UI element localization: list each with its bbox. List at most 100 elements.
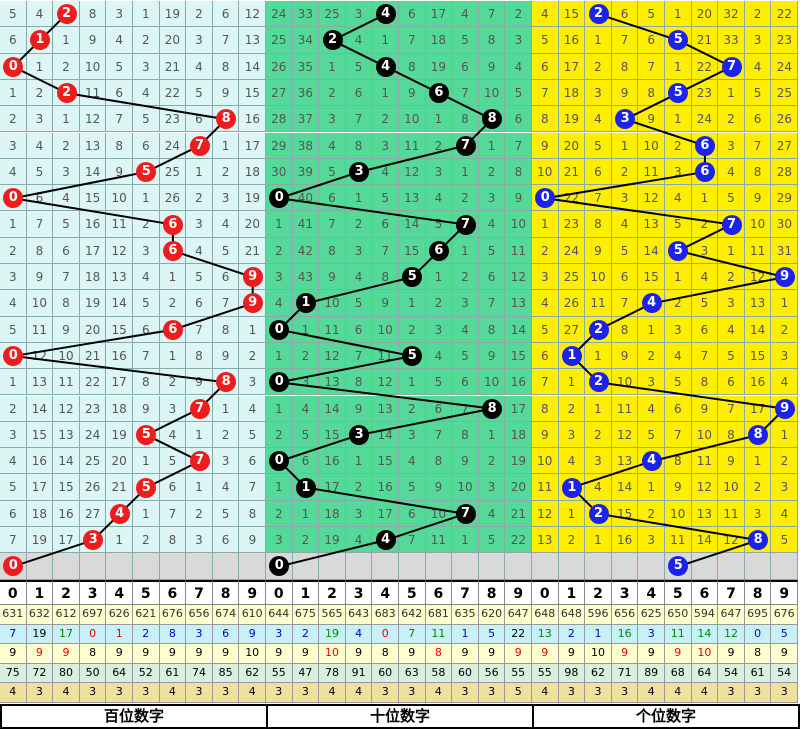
stat-cell: 3 [478, 683, 506, 703]
digit-header: 3 [345, 580, 373, 605]
digit-header: 0 [532, 580, 559, 605]
stat-cell: 60 [452, 663, 479, 684]
miss-cell: 5 [638, 421, 665, 449]
stat-cell: 2 [133, 624, 160, 645]
stat-cell: 9 [452, 644, 479, 664]
miss-cell: 15 [372, 448, 399, 475]
miss-cell: 3 [718, 132, 745, 159]
stat-cell: 9 [186, 644, 213, 664]
miss-cell: 13 [744, 290, 772, 317]
miss-cell: 5 [425, 211, 453, 238]
stat-cell: 10 [691, 644, 719, 664]
miss-cell: 3 [771, 342, 799, 370]
miss-cell: 6 [319, 185, 346, 212]
draw-ball: 5 [668, 30, 689, 51]
miss-cell: 23 [79, 395, 107, 422]
stat-cell: 3 [399, 683, 426, 703]
miss-cell: 3 [212, 448, 240, 475]
miss-cell: 8 [79, 1, 107, 28]
miss-cell: 8 [691, 369, 719, 396]
miss-cell: 7 [212, 290, 240, 317]
stat-cell: 642 [399, 605, 426, 625]
miss-cell: 1 [266, 211, 293, 238]
miss-cell: 2 [638, 342, 665, 370]
miss-cell: 7 [478, 1, 506, 28]
stat-cell: 1 [585, 624, 612, 645]
miss-cell: 4 [292, 395, 320, 422]
miss-cell: 8 [26, 237, 54, 264]
miss-cell: 10 [585, 264, 612, 291]
miss-cell: 4 [505, 53, 533, 80]
stat-cell: 3 [186, 624, 213, 645]
miss-cell: 3 [744, 500, 772, 527]
miss-cell: 5 [319, 158, 346, 186]
miss-cell: 16 [611, 527, 639, 554]
miss-cell: 7 [691, 342, 719, 370]
miss-cell [744, 553, 772, 580]
miss-cell: 5 [399, 474, 426, 501]
stat-cell: 89 [638, 663, 665, 684]
miss-cell: 3 [212, 185, 240, 212]
miss-cell: 11 [691, 448, 719, 475]
miss-cell: 13 [532, 527, 559, 554]
miss-cell: 8 [611, 316, 639, 343]
miss-cell: 1 [133, 500, 160, 527]
footer-label-tens: 十位数字 [266, 704, 534, 729]
miss-cell: 5 [106, 53, 133, 80]
miss-cell: 7 [611, 290, 639, 317]
miss-cell: 4 [718, 316, 745, 343]
digit-header: 0 [266, 580, 293, 605]
stat-cell: 4 [319, 683, 346, 703]
miss-cell: 3 [372, 132, 399, 159]
miss-cell: 5 [771, 527, 799, 554]
miss-cell: 5 [239, 421, 267, 449]
stat-cell: 3 [292, 683, 320, 703]
miss-cell: 6 [186, 290, 213, 317]
miss-cell: 40 [292, 185, 320, 212]
miss-cell: 3 [186, 211, 213, 238]
miss-cell: 2 [452, 264, 479, 291]
miss-cell: 7 [638, 53, 665, 80]
miss-cell: 11 [744, 237, 772, 264]
miss-cell: 22 [691, 53, 719, 80]
miss-cell: 22 [79, 369, 107, 396]
miss-cell: 1 [585, 27, 612, 54]
draw-ball: 4 [641, 293, 662, 314]
miss-cell: 12 [239, 1, 267, 28]
miss-cell: 3 [266, 527, 293, 554]
miss-cell: 7 [505, 132, 533, 159]
miss-cell: 11 [372, 342, 399, 370]
stat-cell: 8 [744, 644, 772, 664]
miss-cell: 8 [345, 132, 373, 159]
miss-cell: 4 [186, 53, 213, 80]
stat-cell: 74 [186, 663, 213, 684]
miss-cell: 13 [372, 395, 399, 422]
stat-cell: 3 [611, 683, 639, 703]
miss-cell: 3 [399, 421, 426, 449]
miss-cell: 9 [638, 106, 665, 133]
miss-cell: 5 [505, 79, 533, 107]
stat-cell: 4 [425, 683, 453, 703]
miss-cell: 4 [266, 290, 293, 317]
miss-cell: 20 [558, 132, 586, 159]
miss-cell: 3 [0, 421, 27, 449]
stat-cell: 9 [505, 644, 532, 664]
miss-cell: 4 [771, 369, 799, 396]
miss-cell: 3 [532, 264, 559, 291]
miss-cell: 1 [718, 237, 745, 264]
miss-cell: 4 [345, 264, 373, 291]
stat-cell: 14 [691, 624, 719, 645]
miss-cell: 15 [611, 500, 639, 527]
miss-cell: 2 [585, 421, 612, 449]
stat-cell: 656 [186, 605, 213, 625]
miss-cell: 8 [478, 316, 506, 343]
miss-cell: 17 [319, 474, 346, 501]
miss-cell: 26 [79, 474, 107, 501]
miss-cell: 25 [771, 79, 799, 107]
miss-cell: 1 [611, 132, 639, 159]
miss-cell: 5 [159, 448, 187, 475]
miss-cell: 7 [425, 421, 453, 449]
miss-cell: 12 [26, 342, 54, 370]
draw-ball: 1 [295, 477, 316, 498]
miss-cell: 1 [665, 264, 692, 291]
